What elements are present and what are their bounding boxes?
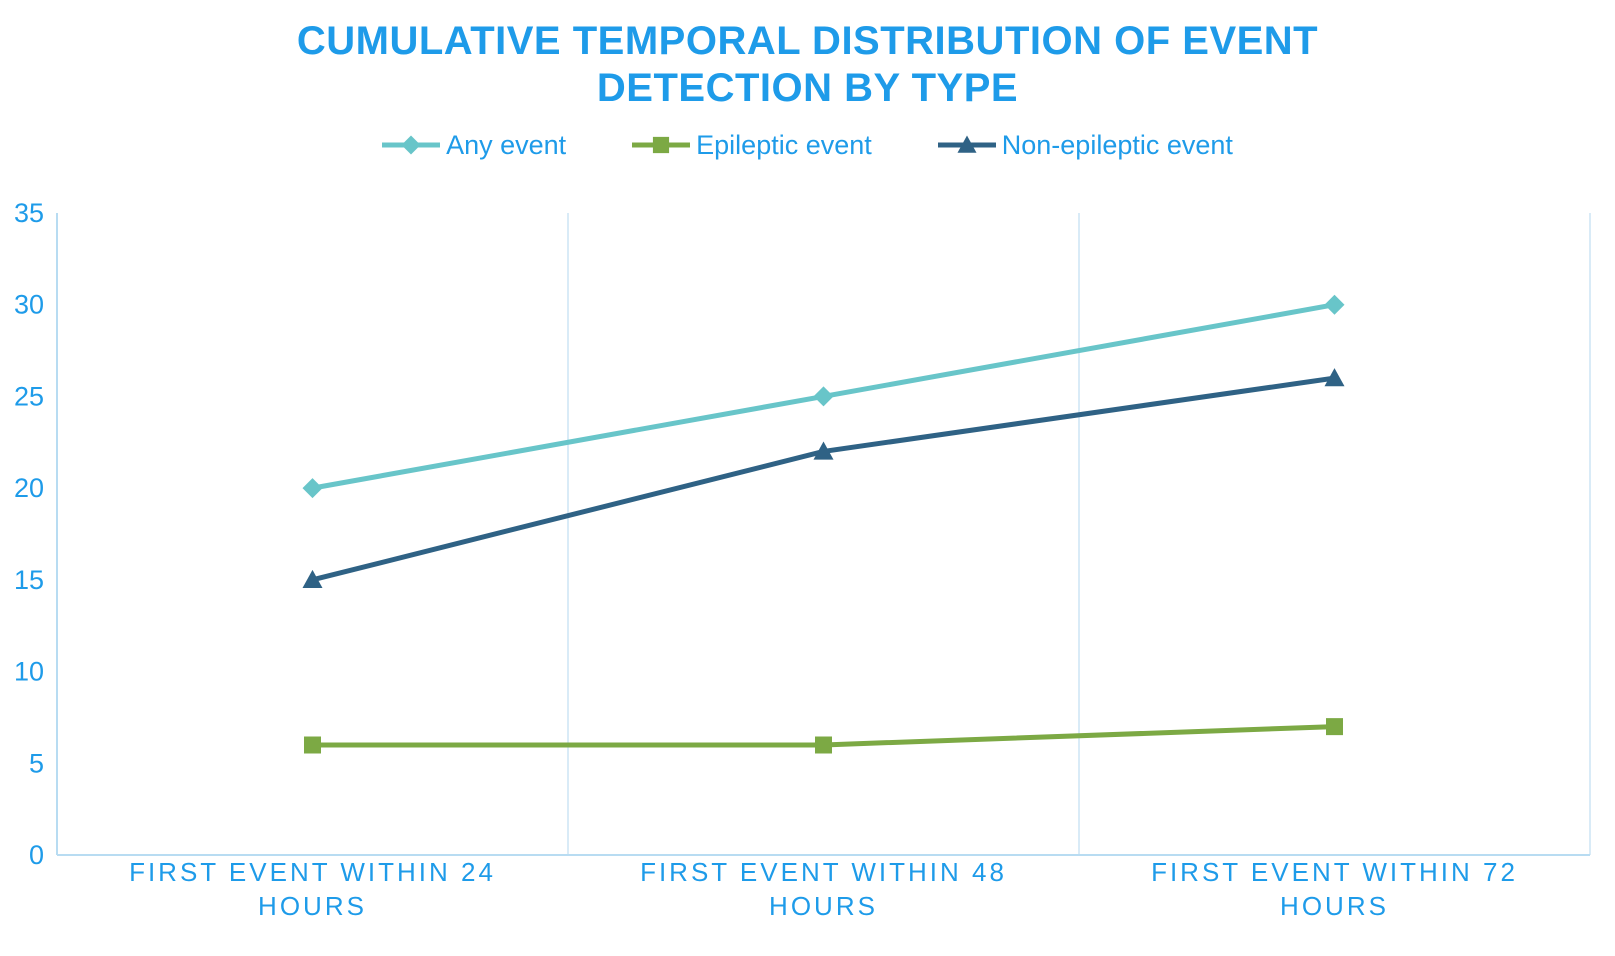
x-category-label-3: FIRST EVENT WITHIN 72 HOURS: [1151, 857, 1518, 921]
data-point-non-epileptic-event-1: [302, 569, 323, 589]
y-tick-label-10: 10: [14, 657, 44, 687]
x-category-label-line2: HOURS: [1280, 891, 1389, 921]
y-tick-label-5: 5: [29, 748, 44, 778]
x-category-label-line1: FIRST EVENT WITHIN 72: [1151, 857, 1518, 887]
data-point-non-epileptic-event-3: [1324, 368, 1345, 387]
square-icon: [653, 137, 670, 154]
legend-label-any-event: Any event: [446, 129, 567, 160]
epileptic-event-legend-marker-icon: [632, 137, 691, 154]
x-category-label-line1: FIRST EVENT WITHIN 24: [129, 857, 496, 887]
data-point-non-epileptic-event-2: [813, 441, 834, 460]
legend-label-non-epileptic-event: Non-epileptic event: [1001, 129, 1233, 160]
y-tick-label-20: 20: [14, 473, 44, 503]
data-point-any-event-3: [1324, 294, 1345, 315]
legend: Any event Epileptic event Non-epileptic …: [0, 130, 1615, 161]
data-point-epileptic-event-3: [1326, 718, 1343, 736]
y-tick-label-30: 30: [14, 290, 44, 320]
diamond-icon: [401, 135, 421, 155]
y-tick-label-15: 15: [14, 565, 44, 595]
data-point-epileptic-event-1: [304, 736, 321, 754]
x-category-label-2: FIRST EVENT WITHIN 48 HOURS: [640, 857, 1007, 921]
y-tick-label-0: 0: [29, 840, 44, 870]
non-epileptic-event-legend-marker-icon: [937, 135, 996, 153]
legend-item-any-event: Any event: [382, 130, 566, 161]
chart-title: CUMULATIVE TEMPORAL DISTRIBUTION OF EVEN…: [296, 19, 1319, 110]
series-line-non-epileptic-event: [311, 375, 1335, 583]
triangle-icon: [957, 135, 977, 153]
data-point-any-event-2: [813, 386, 834, 407]
data-point-epileptic-event-2: [815, 736, 832, 754]
x-category-label-line2: HOURS: [258, 891, 367, 921]
legend-label-epileptic-event: Epileptic event: [696, 129, 872, 160]
any-event-legend-marker-icon: [382, 135, 441, 155]
x-category-label-line1: FIRST EVENT WITHIN 48: [640, 857, 1007, 887]
y-tick-label-25: 25: [14, 381, 44, 411]
x-category-label-1: FIRST EVENT WITHIN 24 HOURS: [129, 857, 496, 921]
legend-item-epileptic-event: Epileptic event: [632, 130, 872, 161]
chart-canvas: 0 5 10 15 20 25 30 35 FIRST EVENT WITHIN 24 HOURS…: [14, 198, 1591, 921]
data-point-any-event-1: [302, 478, 323, 499]
y-tick-label-35: 35: [14, 198, 44, 228]
x-category-label-line2: HOURS: [769, 891, 878, 921]
legend-item-non-epileptic-event: Non-epileptic event: [937, 129, 1233, 161]
